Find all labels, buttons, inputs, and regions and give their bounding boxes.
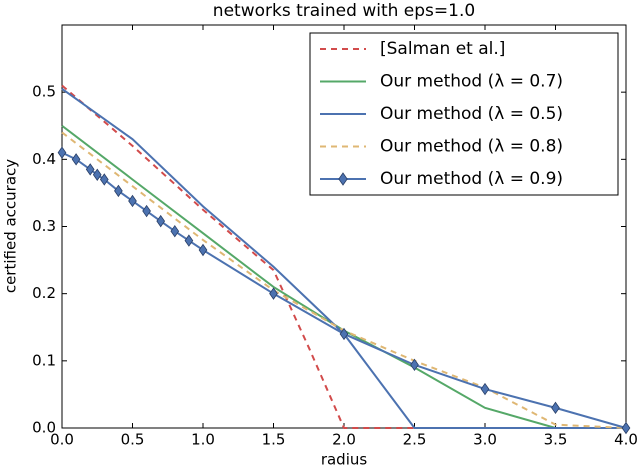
x-tick-label: 4.0	[614, 431, 638, 449]
legend-label: Our method (λ = 0.9)	[380, 169, 563, 189]
x-tick-label: 2.5	[403, 431, 427, 449]
y-tick-label: 0.0	[32, 419, 56, 437]
point-marker	[480, 382, 490, 396]
point-marker	[114, 184, 123, 198]
point-marker	[156, 214, 166, 228]
x-tick-label: 0.0	[50, 431, 74, 449]
point-marker	[269, 287, 278, 300]
y-tick-label: 0.3	[32, 217, 56, 235]
y-tick-label: 0.4	[32, 150, 56, 168]
point-marker	[142, 204, 151, 218]
point-marker	[198, 243, 208, 257]
legend-label: Our method (λ = 0.8)	[380, 137, 563, 157]
point-marker	[410, 358, 419, 372]
point-marker	[85, 163, 95, 176]
legend-label: Our method (λ = 0.7)	[380, 72, 563, 92]
point-marker	[92, 168, 102, 181]
point-marker	[99, 173, 109, 186]
y-tick-label: 0.5	[32, 83, 56, 101]
x-tick-label: 2.0	[332, 431, 356, 449]
x-tick-label: 3.0	[473, 431, 497, 449]
y-tick-label: 0.1	[32, 351, 56, 369]
point-marker	[71, 153, 81, 166]
point-marker	[57, 146, 67, 159]
legend-label: Our method (λ = 0.5)	[380, 104, 563, 124]
point-marker	[170, 225, 180, 238]
chart-title: networks trained with eps=1.0	[213, 1, 475, 21]
x-tick-label: 3.5	[544, 431, 568, 449]
legend-label: [Salman et al.]	[380, 39, 505, 59]
point-marker	[551, 401, 560, 415]
point-marker	[621, 421, 631, 435]
legend-marker	[338, 172, 348, 186]
point-marker	[128, 194, 137, 208]
y-axis-label: certified accuracy	[2, 159, 20, 293]
point-marker	[184, 234, 194, 247]
point-marker	[339, 327, 349, 341]
x-axis-label: radius	[321, 451, 368, 469]
x-tick-label: 0.5	[121, 431, 145, 449]
x-tick-label: 1.5	[262, 431, 286, 449]
y-tick-label: 0.2	[32, 284, 56, 302]
x-tick-label: 1.0	[191, 431, 215, 449]
